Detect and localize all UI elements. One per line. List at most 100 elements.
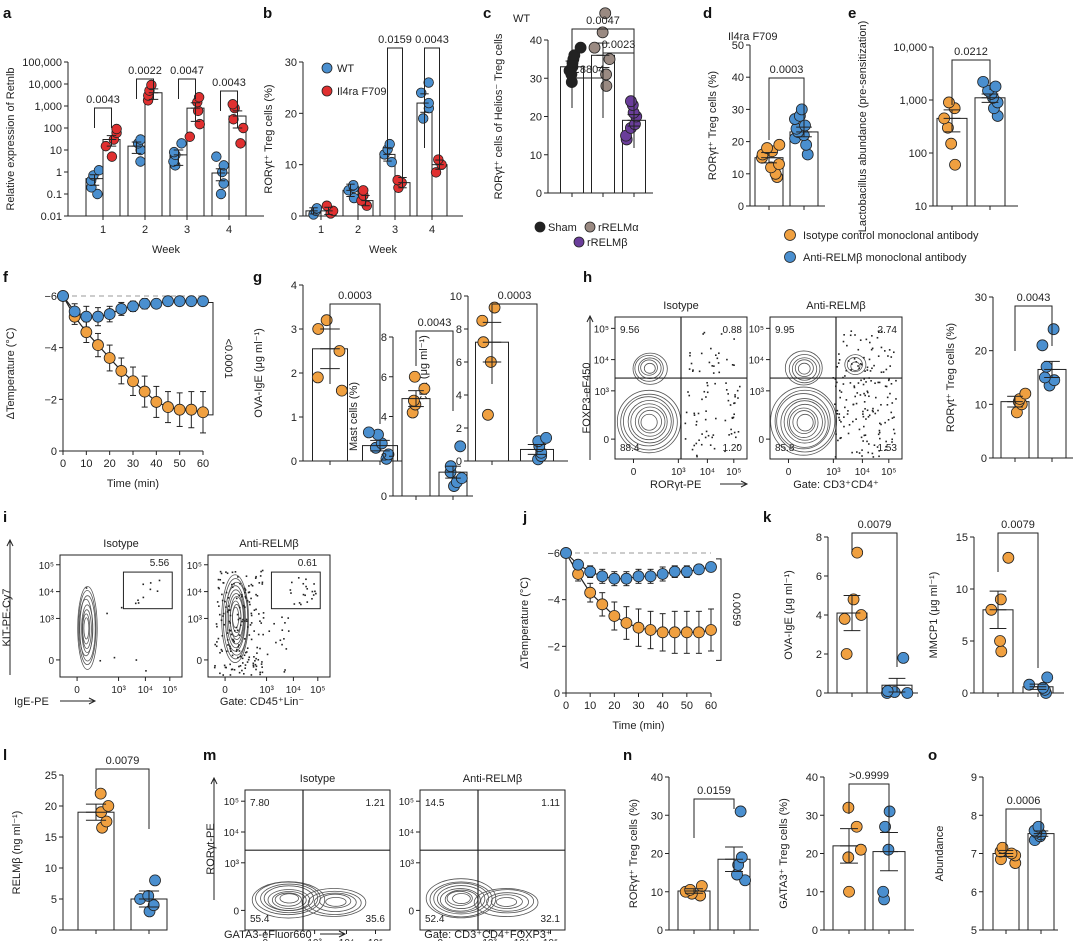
i-event-dot [257, 658, 260, 661]
l-y-tick-label: 15 [45, 832, 57, 844]
h-event-dot [859, 363, 862, 365]
i-event-dot [257, 633, 260, 636]
i-point [408, 370, 421, 383]
h-event-dot [838, 353, 840, 355]
m-flow-yarrow-head [210, 776, 218, 785]
i-event-dot [243, 654, 246, 657]
i-event-dot [247, 626, 249, 628]
o-bracket-label: 0.0006 [1007, 795, 1041, 807]
m-contour [260, 883, 319, 914]
i-event-dot [245, 618, 248, 621]
n2-point [843, 885, 855, 898]
d-y-tick-label: 0 [738, 201, 744, 213]
i-event-dot [244, 606, 246, 609]
f-point [138, 297, 151, 310]
i-event-dot [219, 570, 222, 573]
i-gate-pct: 0.61 [298, 558, 318, 569]
a-point [168, 146, 180, 158]
o-y-tick-label: 9 [971, 772, 977, 784]
h-event-dot [878, 431, 881, 434]
h-event-dot [858, 452, 861, 454]
i-event-dot [258, 582, 261, 584]
a-point [228, 114, 239, 125]
h-event-dot [730, 433, 733, 435]
i-event-dot [262, 633, 264, 636]
a-bracket-label: 0.0043 [86, 94, 120, 106]
j-point [584, 586, 597, 599]
i-event-dot [238, 650, 241, 652]
i-event-dot [250, 583, 253, 586]
n1-point [739, 874, 751, 887]
i-event-dot [213, 666, 216, 669]
i-contour [226, 589, 246, 649]
c-y-tick-label: 40 [530, 35, 542, 47]
g2-y-tick-label: 0 [456, 456, 462, 468]
h-event-dot [852, 403, 855, 406]
h-event-dot [836, 413, 839, 415]
h-event-dot [863, 356, 865, 359]
h-event-dot [727, 399, 730, 402]
i-event-dot [256, 594, 259, 597]
h-event-dot [737, 430, 740, 433]
b-point [392, 174, 403, 186]
m-contour [313, 892, 357, 913]
j-point [644, 624, 657, 636]
i-event-dot [260, 622, 263, 624]
i-event-dot [235, 597, 238, 600]
i-event-dot [240, 624, 242, 627]
f-point [173, 295, 186, 308]
k1-y-tick-label: 2 [816, 649, 822, 661]
h-event-dot [873, 364, 875, 367]
c-title: WT [513, 13, 530, 25]
h-event-dot [707, 434, 710, 437]
i-event-dot [156, 590, 159, 592]
m-flow-xlabel: GATA3-eFluor660 [224, 929, 312, 941]
h-event-dot [859, 339, 862, 341]
c-point [600, 80, 613, 92]
i-event-dot [226, 650, 228, 653]
h-flow-ytick-label: 10⁴ [594, 356, 609, 367]
n2-point [842, 851, 855, 864]
g1-y-tick-label: 3 [291, 324, 297, 336]
j-point [596, 598, 609, 611]
i-event-dot [228, 620, 231, 623]
a-point [193, 92, 205, 103]
f-point [197, 406, 209, 419]
i-event-dot [253, 609, 256, 612]
a-bracket [94, 107, 112, 128]
i-event-dot [306, 588, 309, 590]
h-event-dot [848, 424, 851, 426]
i-flow-title: Anti-RELMβ [239, 538, 299, 550]
i-event-dot [221, 593, 223, 596]
k1-y-tick-label: 8 [816, 532, 822, 544]
e-ylabel: Lactobacillus abundance (pre-sensitizati… [857, 21, 869, 233]
h-contour [640, 359, 658, 376]
m-flow-ytick-label: 0 [233, 906, 239, 917]
i-flow-ytick-label: 10³ [188, 614, 203, 625]
c-point [603, 53, 616, 66]
j-x-tick-label: 40 [657, 700, 669, 712]
g1-point [382, 448, 395, 461]
i-contour [81, 604, 94, 653]
h-event-dot [687, 391, 689, 393]
m-flow-ytick-label: 10³ [225, 859, 240, 870]
h-event-dot [714, 354, 717, 357]
j-x-tick-label: 60 [705, 700, 717, 712]
h-event-dot [862, 413, 864, 415]
i-event-dot [244, 595, 247, 598]
h-flow-ylabel: FOXP3-eF450 [581, 363, 593, 434]
h-flow-xarrow-head [740, 480, 749, 488]
i-event-dot [247, 658, 250, 661]
h-event-dot [704, 418, 707, 421]
i-event-dot [254, 659, 256, 662]
i-event-dot [219, 672, 221, 675]
h-point [1036, 339, 1049, 352]
c-bracket [571, 77, 604, 118]
g1-point [320, 314, 333, 327]
h-event-dot [880, 346, 883, 349]
i-event-dot [250, 622, 253, 624]
n2-y-tick-label: 20 [806, 849, 818, 861]
i-event-dot [233, 629, 236, 632]
j-point [644, 570, 657, 583]
h-event-dot [874, 382, 876, 385]
